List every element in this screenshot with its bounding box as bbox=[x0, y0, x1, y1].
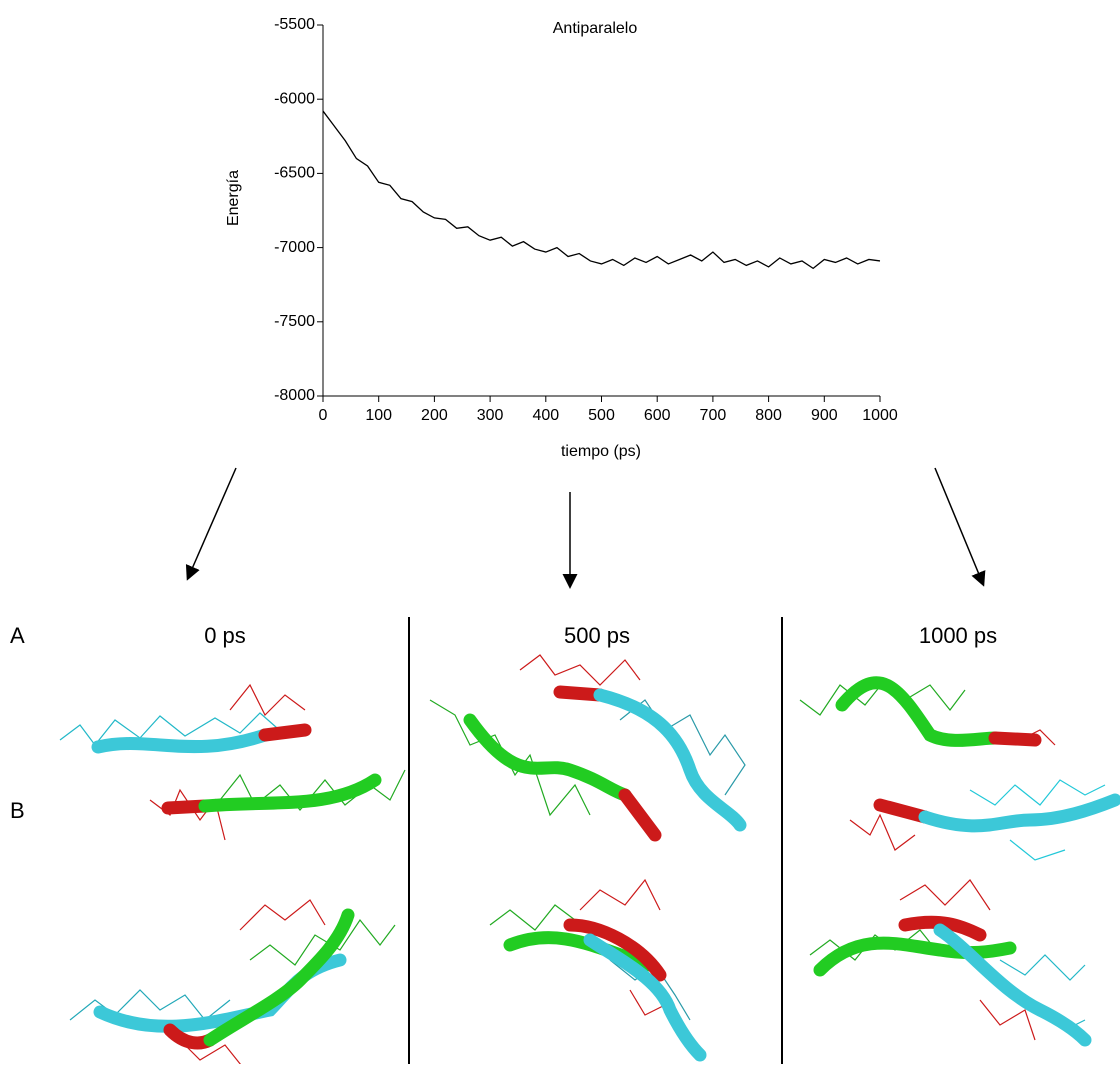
y-tick-label: -6000 bbox=[274, 90, 315, 107]
arrows bbox=[188, 468, 983, 586]
y-tick-label: -8000 bbox=[274, 387, 315, 404]
data-line bbox=[323, 111, 880, 268]
x-tick-label: 1000 bbox=[862, 407, 898, 424]
x-tick-label: 300 bbox=[477, 407, 504, 424]
y-tick-label: -5500 bbox=[274, 16, 315, 33]
x-axis-label: tiempo (ps) bbox=[561, 443, 641, 460]
chart-title: Antiparalelo bbox=[553, 20, 638, 37]
arrow bbox=[935, 468, 983, 584]
tube bbox=[925, 800, 1115, 826]
side-chains bbox=[520, 655, 640, 685]
y-tick-label: -7000 bbox=[274, 239, 315, 256]
y-tick-label: -7500 bbox=[274, 313, 315, 330]
x-tick-label: 800 bbox=[755, 407, 782, 424]
x-tick-label: 500 bbox=[588, 407, 615, 424]
x-tick-label: 100 bbox=[365, 407, 392, 424]
row-label: A bbox=[10, 623, 25, 648]
tube bbox=[625, 795, 655, 835]
x-tick-label: 600 bbox=[644, 407, 671, 424]
side-chains bbox=[70, 990, 230, 1020]
x-tick-label: 700 bbox=[700, 407, 727, 424]
tube bbox=[98, 735, 265, 747]
time-label: 1000 ps bbox=[919, 623, 997, 648]
figure: -8000 -7500 -7000 -6500 -6000 -5500 0 100 200 300… bbox=[0, 0, 1120, 1064]
y-tick-label: -6500 bbox=[274, 165, 315, 182]
tube bbox=[995, 738, 1035, 740]
side-chains bbox=[150, 685, 305, 840]
tube bbox=[210, 915, 348, 1040]
tube bbox=[265, 730, 305, 735]
y-axis-label: Energía bbox=[225, 170, 242, 226]
x-tick-label: 200 bbox=[421, 407, 448, 424]
tube bbox=[600, 695, 740, 825]
x-tick-label: 900 bbox=[811, 407, 838, 424]
dividers bbox=[409, 617, 782, 1064]
side-chains bbox=[490, 905, 575, 930]
tube bbox=[880, 805, 925, 817]
side-chains bbox=[850, 730, 1055, 850]
time-label: 500 ps bbox=[564, 623, 630, 648]
molecules bbox=[60, 655, 1115, 1064]
arrow bbox=[188, 468, 236, 578]
x-tick-label: 400 bbox=[532, 407, 559, 424]
tube bbox=[470, 720, 625, 795]
row-label: B bbox=[10, 798, 25, 823]
x-tick-label: 0 bbox=[319, 407, 328, 424]
chart: -8000 -7500 -7000 -6500 -6000 -5500 0 100 200 300… bbox=[225, 16, 898, 460]
time-label: 0 ps bbox=[204, 623, 246, 648]
